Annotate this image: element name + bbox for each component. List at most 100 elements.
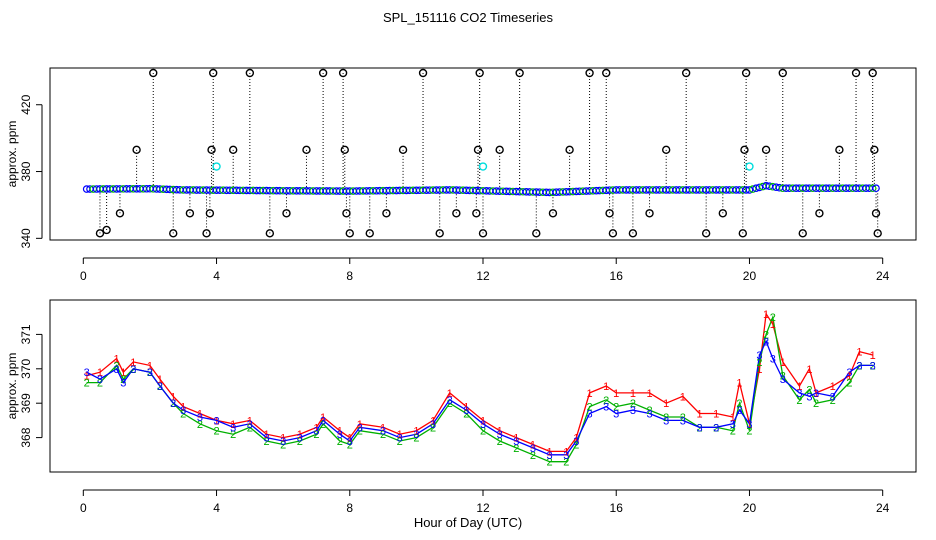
top-y-axis-label: approx. ppm (5, 121, 19, 188)
flag-point (478, 229, 488, 238)
cyan-point (212, 162, 221, 171)
top-x-tick-label: 12 (476, 269, 490, 283)
series-1-point: 1 (413, 426, 419, 438)
series-2-point: 2 (430, 422, 436, 434)
series-3-point: 3 (147, 367, 153, 379)
series-1-point: 1 (513, 433, 519, 445)
measured-point (748, 185, 757, 193)
series-2-point: 2 (796, 395, 802, 407)
series-3-point: 3 (170, 398, 176, 410)
series-2-point: 2 (147, 367, 153, 379)
series-1-point: 1 (547, 446, 553, 458)
series-1-point: 1 (796, 381, 802, 393)
series-1-point: 1 (313, 422, 319, 434)
flag-point (868, 68, 877, 78)
series-2-point: 2 (587, 402, 593, 414)
bottom-x-tick-label: 24 (876, 501, 890, 515)
series-3-point: 3 (247, 419, 253, 431)
top-data-marks (82, 68, 882, 238)
series-2-point: 2 (573, 439, 579, 451)
series-3-point: 3 (613, 409, 619, 421)
series-2-point: 2 (603, 395, 609, 407)
series-3-point: 3 (230, 422, 236, 434)
flag-point (228, 145, 238, 155)
series-2-point: 2 (497, 436, 503, 448)
flag-point (681, 68, 691, 78)
measured-point (745, 186, 754, 194)
flag-point (95, 229, 105, 238)
series-1-point: 1 (763, 309, 769, 321)
series-3-point: 3 (680, 415, 686, 427)
flag-point (565, 145, 574, 155)
series-1-point: 1 (497, 426, 503, 438)
bottom-y-tick-label: 369 (19, 393, 33, 413)
series-1-point: 1 (770, 319, 776, 331)
flag-point (102, 225, 111, 235)
bottom-x-tick-label: 16 (610, 501, 624, 515)
top-x-tick-label: 24 (876, 269, 890, 283)
series-1-point: 1 (147, 360, 153, 372)
series-3-point: 3 (856, 360, 862, 372)
flag-point (475, 68, 484, 78)
top-panel: approx. ppm 0 4 8 12 16 20 24 340 380 420 (5, 67, 917, 283)
series-2-point: 2 (830, 395, 836, 407)
series-3-point: 3 (280, 436, 286, 448)
series-1-point: 1 (603, 381, 609, 393)
series-2-point: 2 (770, 312, 776, 324)
series-3-point: 3 (180, 405, 186, 417)
bottom-y-tick-label: 370 (19, 358, 33, 378)
series-2-point: 2 (563, 457, 569, 469)
series-3-point: 3 (213, 415, 219, 427)
series-2-point: 2 (680, 412, 686, 424)
flag-point (418, 68, 428, 78)
flag-point (472, 209, 481, 218)
series-1-point: 1 (846, 371, 852, 383)
series-1-point: 1 (130, 357, 136, 369)
flag-point (365, 229, 374, 238)
series-3-point: 3 (796, 388, 802, 400)
flag-point (740, 145, 749, 155)
flag-point (209, 68, 218, 78)
series-2-point: 2 (170, 398, 176, 410)
series-3-point: 3 (97, 374, 103, 386)
series-3-point: 3 (730, 419, 736, 431)
flag-point (835, 145, 844, 155)
series-1-point: 1 (320, 412, 326, 424)
series-2-point: 2 (630, 398, 636, 410)
series-2-point: 2 (280, 439, 286, 451)
series-2-point: 2 (197, 419, 203, 431)
flag-point (169, 229, 178, 238)
series-1-point: 1 (780, 357, 786, 369)
measured-point (872, 184, 880, 193)
series-3-point: 3 (380, 426, 386, 438)
bottom-y-tick-label: 368 (19, 427, 33, 447)
flag-point (605, 209, 614, 218)
flag-point (245, 68, 255, 78)
series-1-point: 1 (813, 388, 819, 400)
series-3-point: 3 (770, 353, 776, 365)
flag-point (282, 209, 291, 218)
flag-point (701, 229, 711, 238)
series-1-point: 1 (247, 415, 253, 427)
series-2-point: 2 (130, 364, 136, 376)
series-3-point: 3 (756, 350, 762, 362)
series-3-point: 3 (297, 433, 303, 445)
series-2-point: 2 (247, 422, 253, 434)
flag-point (851, 68, 861, 78)
series-2-point: 2 (380, 429, 386, 441)
series-2-point: 2 (97, 378, 103, 390)
series-1-line (86, 311, 873, 453)
series-3-point: 3 (357, 422, 363, 434)
series-1-point: 1 (97, 367, 103, 379)
series-3-point: 3 (587, 409, 593, 421)
series-2-point: 2 (313, 429, 319, 441)
top-x-tick-label: 20 (743, 269, 757, 283)
flag-point (815, 209, 824, 218)
series-3-point: 3 (463, 405, 469, 417)
series-3-point: 3 (313, 426, 319, 438)
series-3-point: 3 (130, 364, 136, 376)
series-3-point: 3 (263, 433, 269, 445)
series-1-point: 1 (713, 409, 719, 421)
